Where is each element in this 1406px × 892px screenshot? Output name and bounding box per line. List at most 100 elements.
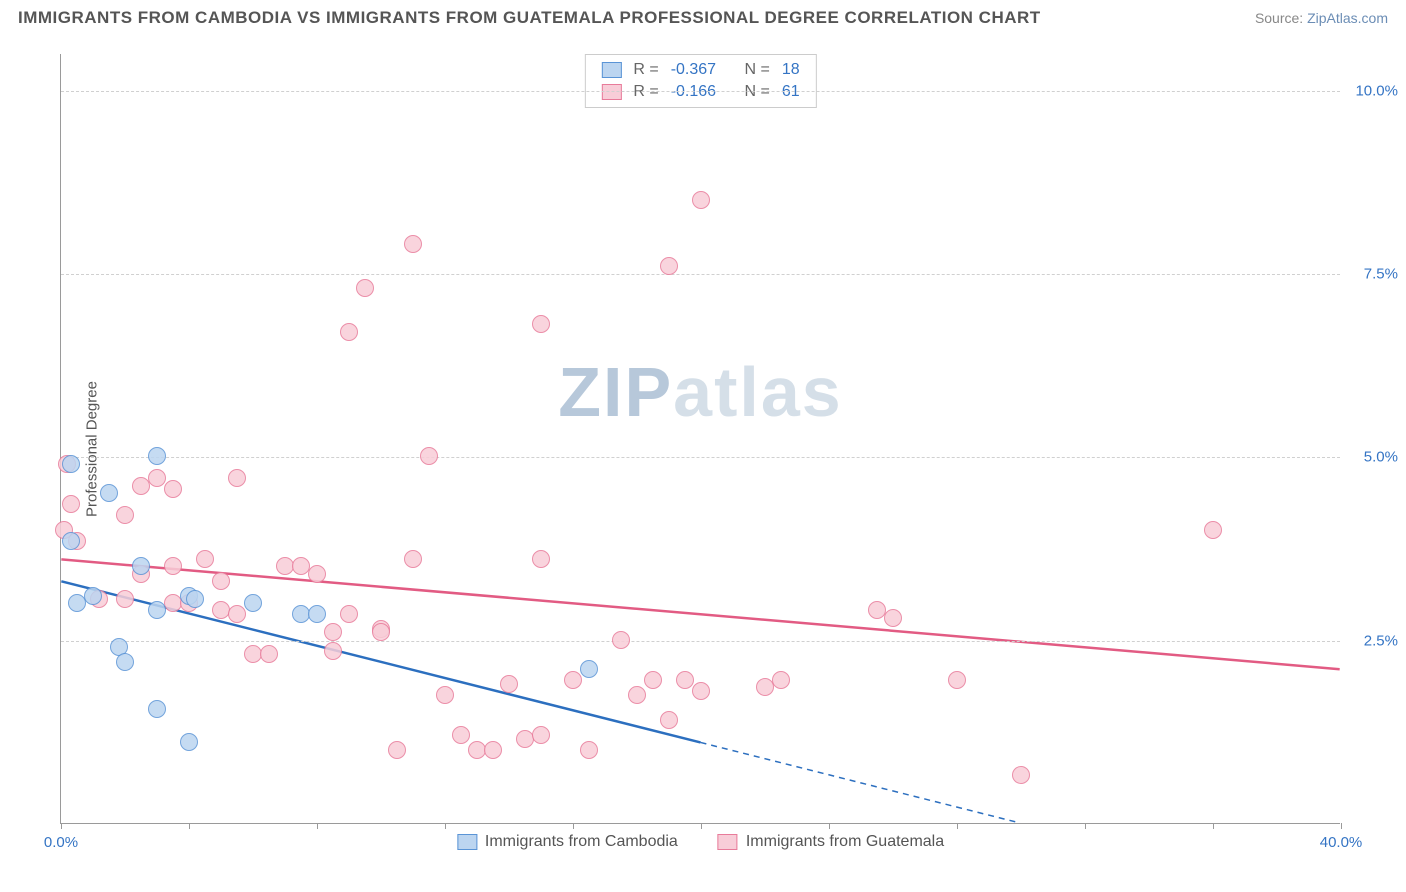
data-point xyxy=(868,601,886,619)
gridline xyxy=(61,641,1340,642)
swatch-guatemala xyxy=(601,84,621,100)
data-point xyxy=(356,279,374,297)
r-value-guatemala: -0.166 xyxy=(671,83,716,101)
watermark: ZIPatlas xyxy=(558,352,842,432)
data-point xyxy=(62,532,80,550)
plot-area: ZIPatlas R = -0.367 N = 18 R = -0.166 N … xyxy=(60,54,1340,824)
n-label: N = xyxy=(745,61,770,79)
data-point xyxy=(340,605,358,623)
data-point xyxy=(164,480,182,498)
source-label: Source: xyxy=(1255,10,1303,26)
data-point xyxy=(148,601,166,619)
data-point xyxy=(244,594,262,612)
data-point xyxy=(196,550,214,568)
data-point xyxy=(180,733,198,751)
x-tick-label: 0.0% xyxy=(44,834,78,851)
r-value-cambodia: -0.367 xyxy=(671,61,716,79)
swatch-guatemala-bottom xyxy=(718,834,738,850)
data-point xyxy=(62,455,80,473)
source-link[interactable]: ZipAtlas.com xyxy=(1307,10,1388,26)
data-point xyxy=(692,682,710,700)
data-point xyxy=(644,671,662,689)
chart-container: Professional Degree ZIPatlas R = -0.367 … xyxy=(40,44,1390,854)
n-value-cambodia: 18 xyxy=(782,61,800,79)
correlation-legend: R = -0.367 N = 18 R = -0.166 N = 61 xyxy=(584,54,816,108)
data-point xyxy=(532,726,550,744)
data-point xyxy=(62,495,80,513)
data-point xyxy=(628,686,646,704)
data-point xyxy=(1012,766,1030,784)
data-point xyxy=(772,671,790,689)
data-point xyxy=(132,557,150,575)
data-point xyxy=(676,671,694,689)
n-label: N = xyxy=(745,83,770,101)
series-name-cambodia: Immigrants from Cambodia xyxy=(485,833,678,851)
chart-title: IMMIGRANTS FROM CAMBODIA VS IMMIGRANTS F… xyxy=(18,8,1041,28)
legend-row-guatemala: R = -0.166 N = 61 xyxy=(585,81,815,103)
legend-item-cambodia: Immigrants from Cambodia xyxy=(457,833,678,851)
data-point xyxy=(404,235,422,253)
data-point xyxy=(324,623,342,641)
legend-row-cambodia: R = -0.367 N = 18 xyxy=(585,59,815,81)
data-point xyxy=(372,623,390,641)
data-point xyxy=(612,631,630,649)
data-point xyxy=(436,686,454,704)
data-point xyxy=(388,741,406,759)
data-point xyxy=(948,671,966,689)
data-point xyxy=(148,469,166,487)
y-tick-label: 10.0% xyxy=(1355,82,1398,99)
x-tick xyxy=(61,823,62,829)
x-tick xyxy=(1085,823,1086,829)
data-point xyxy=(186,590,204,608)
gridline xyxy=(61,274,1340,275)
x-tick xyxy=(1213,823,1214,829)
x-tick xyxy=(445,823,446,829)
data-point xyxy=(420,447,438,465)
data-point xyxy=(100,484,118,502)
data-point xyxy=(148,700,166,718)
swatch-cambodia-bottom xyxy=(457,834,477,850)
legend-item-guatemala: Immigrants from Guatemala xyxy=(718,833,944,851)
data-point xyxy=(164,557,182,575)
y-tick-label: 2.5% xyxy=(1364,632,1398,649)
data-point xyxy=(692,191,710,209)
series-name-guatemala: Immigrants from Guatemala xyxy=(746,833,944,851)
r-label: R = xyxy=(633,83,658,101)
x-tick xyxy=(317,823,318,829)
n-value-guatemala: 61 xyxy=(782,83,800,101)
data-point xyxy=(580,741,598,759)
r-label: R = xyxy=(633,61,658,79)
data-point xyxy=(116,506,134,524)
x-tick xyxy=(701,823,702,829)
data-point xyxy=(484,741,502,759)
data-point xyxy=(452,726,470,744)
data-point xyxy=(564,671,582,689)
data-point xyxy=(308,565,326,583)
data-point xyxy=(532,550,550,568)
data-point xyxy=(228,605,246,623)
data-point xyxy=(660,711,678,729)
data-point xyxy=(260,645,278,663)
data-point xyxy=(212,601,230,619)
x-tick xyxy=(1341,823,1342,829)
data-point xyxy=(84,587,102,605)
data-point xyxy=(660,257,678,275)
data-point xyxy=(228,469,246,487)
data-point xyxy=(148,447,166,465)
data-point xyxy=(1204,521,1222,539)
data-point xyxy=(116,590,134,608)
x-tick xyxy=(189,823,190,829)
series-legend: Immigrants from Cambodia Immigrants from… xyxy=(457,833,944,851)
data-point xyxy=(116,653,134,671)
data-point xyxy=(884,609,902,627)
swatch-cambodia xyxy=(601,62,621,78)
data-point xyxy=(68,594,86,612)
source-attribution: Source: ZipAtlas.com xyxy=(1255,10,1388,26)
x-tick xyxy=(573,823,574,829)
data-point xyxy=(324,642,342,660)
data-point xyxy=(404,550,422,568)
y-tick-label: 7.5% xyxy=(1364,266,1398,283)
gridline xyxy=(61,91,1340,92)
x-tick xyxy=(829,823,830,829)
watermark-zip: ZIP xyxy=(558,353,673,431)
